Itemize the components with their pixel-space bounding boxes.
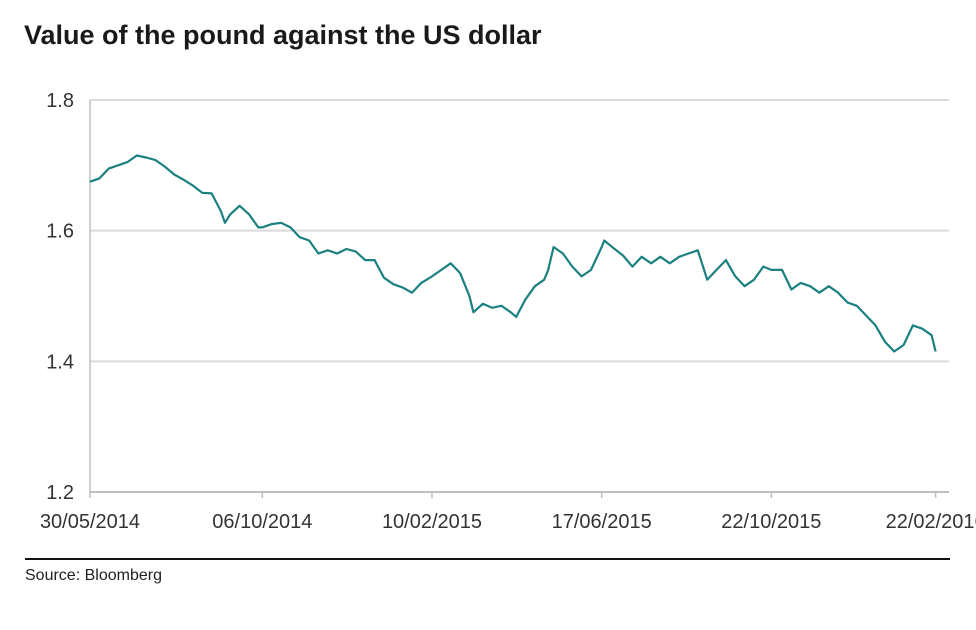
source-note: Source: Bloomberg [25,567,162,584]
x-tick-label: 22/10/2015 [721,511,821,533]
x-axis: 30/05/2014 06/10/2014 10/02/2015 17/06/2015… [40,492,976,533]
line-chart: 1.2 1.4 1.6 1.8 30/05/2014 06/10/2014 10/02/2… [40,90,976,533]
x-tick-label: 30/05/2014 [40,511,140,533]
gridlines [90,99,949,493]
x-tick-label: 22/02/2016 [886,511,976,533]
x-tick-label: 06/10/2014 [212,511,312,533]
y-tick-label: 1.6 [46,221,74,243]
y-tick-label: 1.8 [46,90,74,112]
plot-area [89,154,937,353]
series-line [89,154,937,353]
chart-title: Value of the pound against the US dollar [24,20,542,50]
y-tick-label: 1.2 [46,482,74,504]
x-tick-label: 17/06/2015 [552,511,652,533]
x-tick-label: 10/02/2015 [382,511,482,533]
footer-divider [25,558,950,560]
y-axis: 1.2 1.4 1.6 1.8 [46,90,91,504]
y-tick-label: 1.4 [46,351,74,373]
